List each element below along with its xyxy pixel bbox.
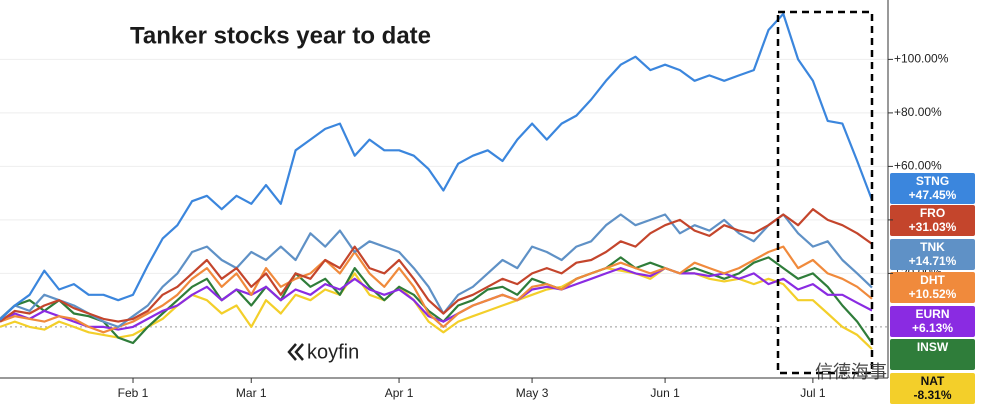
brand-icon	[287, 343, 304, 361]
legend-label: STNG	[916, 174, 949, 188]
series-line	[0, 256, 873, 345]
x-tick-label: Jun 1	[650, 386, 680, 400]
badge-value: +47.45%	[909, 188, 957, 202]
series-line	[0, 208, 873, 323]
series-badge	[890, 272, 975, 303]
chart-title: Tanker stocks year to date	[130, 22, 431, 49]
series-badge	[890, 306, 975, 337]
x-tick-label: Jul 1	[800, 386, 826, 400]
series-line	[0, 245, 873, 334]
legend-label: NAT	[921, 374, 945, 388]
badge-value: -8.31%	[913, 388, 951, 402]
brand-name: koyfin	[307, 341, 359, 363]
series-badge	[890, 205, 975, 236]
y-tick-label: +80.00%	[894, 105, 942, 119]
badge-value: +14.71%	[909, 254, 957, 268]
series-badge	[890, 239, 975, 270]
badge-value: +10.52%	[909, 287, 957, 301]
series-badge	[890, 173, 975, 204]
x-tick-label: May 3	[516, 386, 549, 400]
legend-label: FRO	[920, 206, 945, 220]
x-tick-label: Mar 1	[236, 386, 267, 400]
badges: STNG+47.45% FRO+31.03% TNK+14.71% DHT+10.52…	[890, 173, 975, 404]
legend-label: INSW	[917, 340, 949, 354]
y-tick-label: +100.00%	[894, 52, 949, 66]
series-badge	[890, 339, 975, 370]
lines	[0, 12, 874, 350]
badge-value: +6.13%	[912, 321, 953, 335]
brand-logo: koyfin	[287, 341, 359, 363]
y-tick-label: +60.00%	[894, 159, 942, 173]
x-tick-label: Feb 1	[118, 386, 149, 400]
x-tick-label: Apr 1	[385, 386, 414, 400]
badge-value: +31.03%	[909, 220, 957, 234]
series-badge	[890, 373, 975, 404]
legend-label: DHT	[920, 273, 945, 287]
watermark: 信德海事	[815, 362, 887, 382]
series-line	[0, 213, 873, 328]
legend-label: EURN	[915, 307, 949, 321]
legend-label: TNK	[920, 240, 945, 254]
series-line	[0, 12, 874, 321]
